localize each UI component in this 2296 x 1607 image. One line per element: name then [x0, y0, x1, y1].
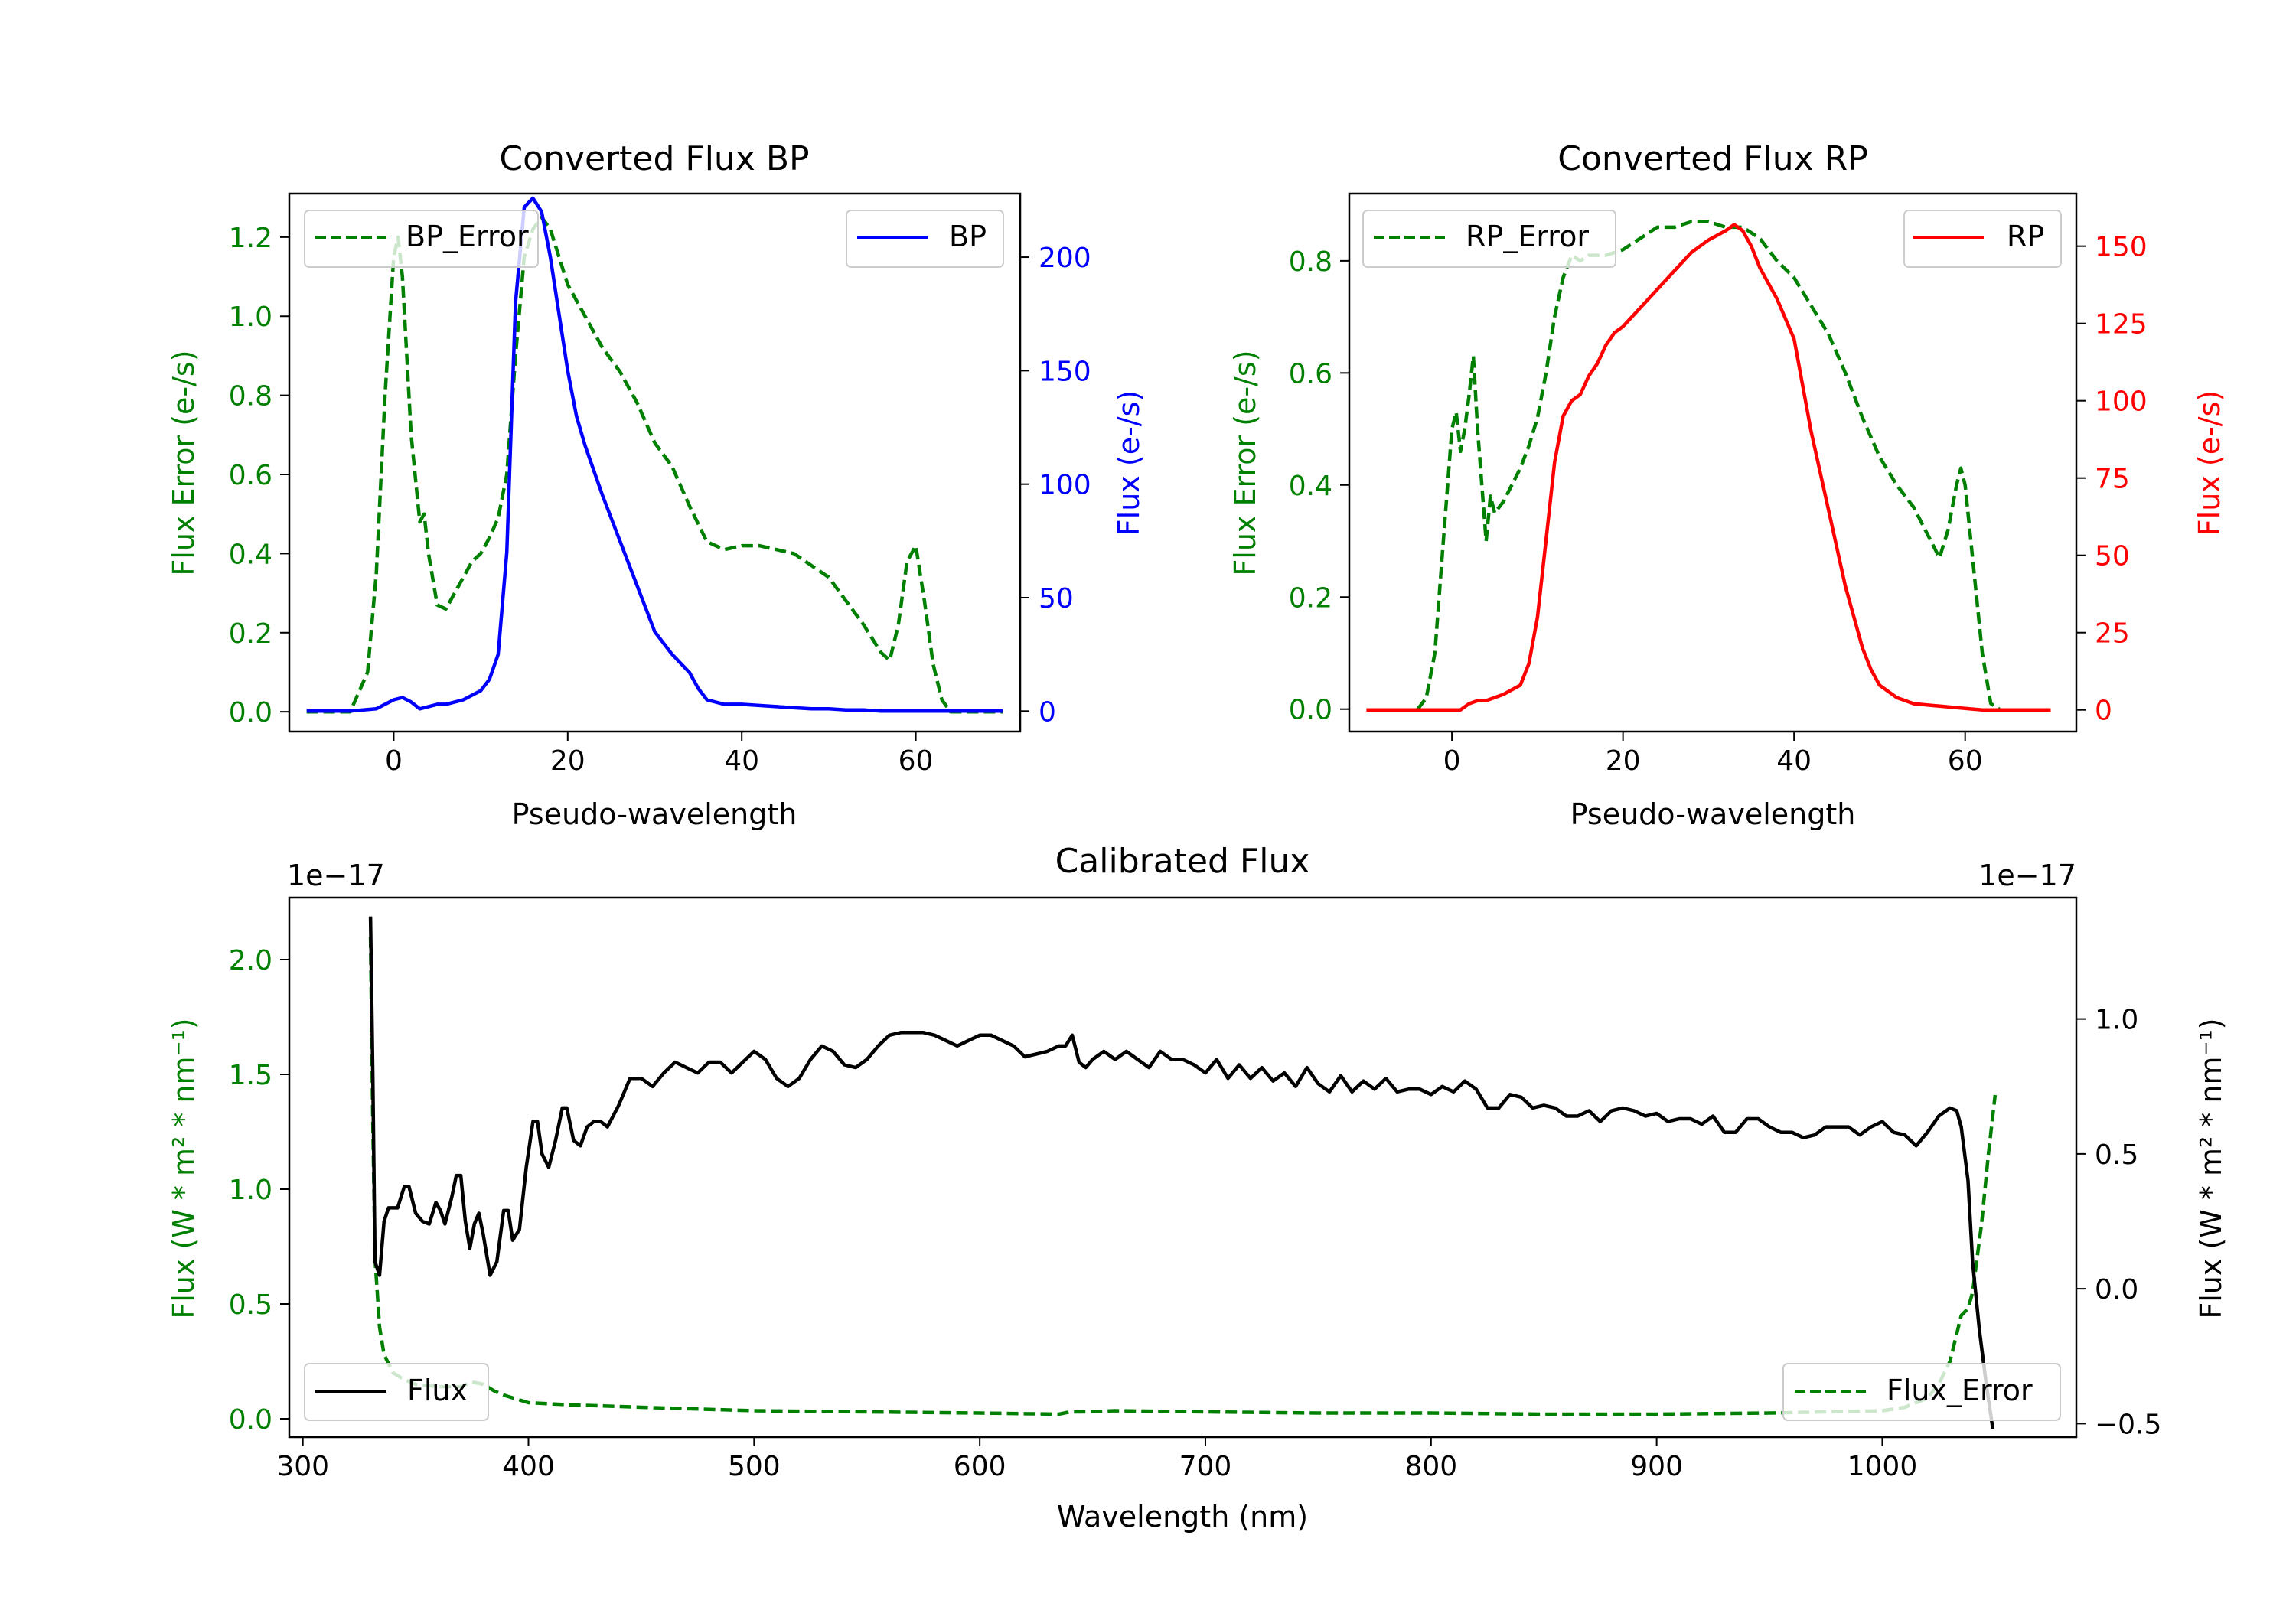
x-axis-ticks: 300 400 500 600 700 800 900 1000: [276, 1437, 1917, 1482]
legend-entry: RP_Error: [1466, 220, 1589, 253]
y-axis-label-left: Flux (W * m² * nm⁻¹): [167, 1018, 201, 1319]
left-axis-ticks: 0.0 0.2 0.4 0.6 0.8: [1289, 246, 1349, 726]
chart-panel-rp: Converted Flux RP 0.0 0.2 0.4 0.6 0.8 0 25 50 7…: [1228, 139, 2226, 831]
chart-title: Converted Flux RP: [1557, 139, 1868, 178]
x-tick-label: 900: [1630, 1451, 1683, 1482]
y-tick-label-left: 1.0: [229, 302, 272, 333]
x-tick-label: 0: [1443, 745, 1461, 777]
y-tick-label-right: 100: [1039, 470, 1091, 501]
legend-right[interactable]: Flux_Error: [1782, 1363, 2061, 1421]
y-tick-label-right: 150: [1039, 356, 1091, 387]
x-tick-label: 600: [954, 1451, 1006, 1482]
x-tick-label: 20: [1606, 745, 1641, 777]
x-tick-label: 40: [1776, 745, 1812, 777]
y-tick-label-left: 0.8: [1289, 246, 1332, 278]
series-line-flux: [368, 916, 1995, 1429]
y-tick-label-left: 0.6: [1289, 358, 1332, 390]
right-axis-ticks: 0 25 50 75 100 125 150: [2076, 232, 2148, 727]
chart-title: Calibrated Flux: [1055, 842, 1310, 881]
y-tick-label-right: 0.0: [2095, 1274, 2138, 1305]
y-tick-label-right: 100: [2095, 386, 2148, 418]
chart-panel-calibrated: Calibrated Flux 1e−17 1e−17 0.0 0.5 1.0 1.5…: [167, 842, 2228, 1534]
x-axis-ticks: 0 20 40 60: [385, 732, 934, 777]
plot-lines: [1366, 220, 2051, 712]
y-tick-label-right: 125: [2095, 309, 2148, 341]
chart-panel-bp: Converted Flux BP 0.00.20.40.60.81.01.2 …: [167, 139, 1146, 831]
x-axis-label: Pseudo-wavelength: [512, 797, 797, 831]
y-tick-label-left: 0.2: [1289, 582, 1332, 614]
right-axis-ticks: −0.5 0.0 0.5 1.0: [2076, 1005, 2161, 1440]
y-axis-label-left: Flux Error (e-/s): [1228, 350, 1262, 575]
y-tick-label-left: 1.0: [229, 1175, 272, 1206]
series-line-rp-error: [1416, 220, 2001, 711]
y-tick-label-right: −0.5: [2095, 1409, 2161, 1440]
offset-label-left: 1e−17: [287, 859, 385, 892]
x-tick-label: 40: [724, 745, 759, 777]
x-axis-ticks: 0 20 40 60: [1443, 732, 1983, 777]
x-tick-label: 400: [502, 1451, 555, 1482]
y-axis-label-right: Flux (e-/s): [2193, 390, 2226, 536]
legend-left[interactable]: RP_Error: [1362, 210, 1616, 268]
x-tick-label: 500: [728, 1451, 781, 1482]
x-tick-label: 20: [550, 745, 585, 777]
y-tick-label-left: 0.0: [229, 1404, 272, 1436]
left-axis-ticks: 0.0 0.5 1.0 1.5 2.0: [229, 945, 289, 1436]
offset-label-right: 1e−17: [1978, 859, 2076, 892]
y-tick-label-right: 0.5: [2095, 1139, 2138, 1171]
x-tick-label: 1000: [1848, 1451, 1918, 1482]
legend-right[interactable]: RP: [1903, 210, 2062, 268]
legend-entry: Flux_Error: [1887, 1374, 2033, 1407]
legend-left[interactable]: BP_Error: [304, 210, 539, 268]
series-line-rp: [1366, 223, 2051, 712]
x-axis-label: Wavelength (nm): [1057, 1500, 1308, 1534]
x-tick-label: 60: [899, 745, 934, 777]
y-tick-label-right: 150: [2095, 232, 2148, 263]
y-tick-label-left: 0.8: [229, 381, 272, 412]
y-axis-label-right: Flux (e-/s): [1112, 390, 1146, 536]
x-tick-label: 800: [1404, 1451, 1457, 1482]
legend-entry: BP: [949, 220, 987, 253]
y-tick-label-right: 50: [2095, 541, 2130, 572]
x-tick-label: 0: [385, 745, 403, 777]
plot-lines: [306, 196, 1003, 714]
right-axis-ticks: 0 50 100 150 200: [1020, 243, 1091, 728]
legend-entry: RP: [2007, 220, 2044, 253]
y-axis-label-left: Flux Error (e-/s): [167, 350, 201, 575]
y-tick-label-right: 200: [1039, 243, 1091, 274]
x-tick-label: 300: [276, 1451, 329, 1482]
plot-frame: [288, 192, 1022, 733]
series-line-bp: [306, 196, 1003, 713]
y-tick-label-right: 75: [2095, 464, 2130, 495]
y-tick-label-right: 1.0: [2095, 1005, 2138, 1036]
y-tick-label-left: 0.5: [229, 1289, 272, 1321]
y-tick-label-left: 0.0: [1289, 695, 1332, 726]
legend-left[interactable]: Flux: [304, 1363, 489, 1421]
legend-entry: Flux: [407, 1374, 468, 1407]
y-tick-label-left: 0.4: [229, 539, 272, 570]
legend-entry: BP_Error: [406, 220, 529, 253]
y-tick-label-left: 0.6: [229, 460, 272, 491]
x-axis-label: Pseudo-wavelength: [1570, 797, 1856, 831]
legend-right[interactable]: BP: [846, 210, 1004, 268]
y-tick-label-left: 1.2: [229, 223, 272, 254]
series-line-bp-error: [306, 215, 1003, 714]
y-axis-label-right: Flux (W * m² * nm⁻¹): [2194, 1018, 2228, 1319]
y-tick-label-right: 50: [1039, 583, 1074, 614]
y-tick-label-left: 1.5: [229, 1060, 272, 1091]
chart-title: Converted Flux BP: [499, 139, 809, 178]
y-tick-label-left: 0.4: [1289, 471, 1332, 502]
x-tick-label: 700: [1179, 1451, 1232, 1482]
x-tick-label: 60: [1948, 745, 1983, 777]
y-tick-label-left: 2.0: [229, 945, 272, 976]
plot-frame: [1348, 192, 2078, 733]
y-tick-label-right: 25: [2095, 618, 2130, 650]
left-axis-ticks: 0.0 0.2 0.4 0.6 0.8 1.0 1.2: [229, 223, 289, 729]
plot-frame: [288, 896, 2078, 1439]
y-tick-label-left: 0.0: [229, 697, 272, 729]
y-tick-label-right: 0: [1039, 696, 1056, 728]
y-tick-label-right: 0: [2095, 696, 2112, 727]
y-tick-label-left: 0.2: [229, 618, 272, 650]
